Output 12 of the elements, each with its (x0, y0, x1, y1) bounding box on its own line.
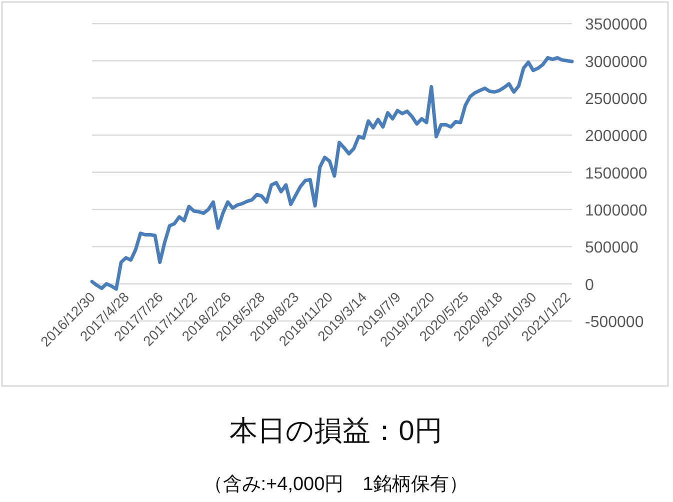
y-tick-label: 1500000 (585, 165, 648, 182)
line-series (90, 56, 574, 291)
text: （含み:+4,000円 1銘柄保有） (204, 474, 468, 495)
text: 本日の損益：0円 (230, 415, 442, 446)
y-tick-label: 3000000 (585, 54, 648, 71)
y-tick-label: 3500000 (585, 16, 648, 34)
y-tick-label: -500000 (585, 314, 644, 331)
y-tick-label: 0 (585, 276, 594, 294)
y-tick-label: 2000000 (585, 128, 648, 146)
y-tick-label: 500000 (585, 240, 638, 257)
y-tick-label: 1000000 (585, 202, 648, 220)
y-tick-label: 2500000 (585, 90, 648, 108)
